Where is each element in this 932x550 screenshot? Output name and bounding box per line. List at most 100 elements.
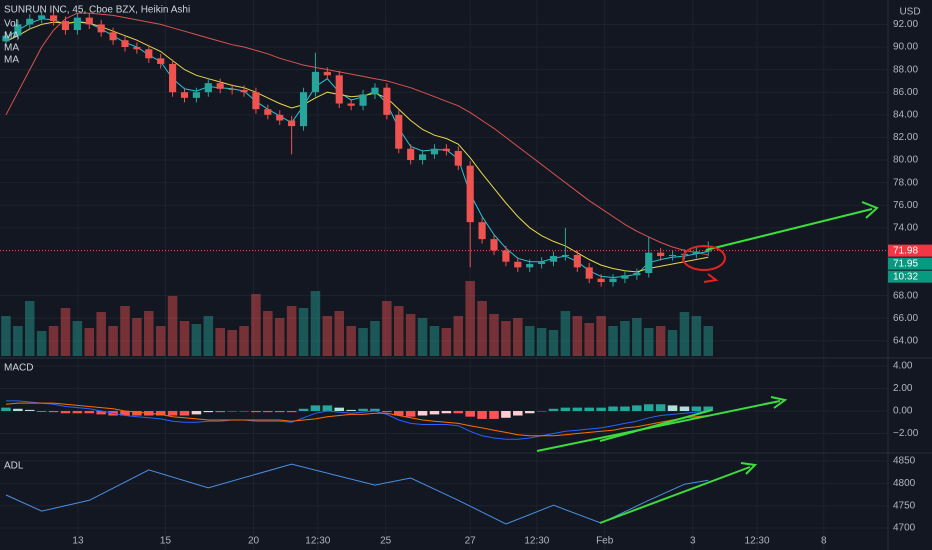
candle-body	[645, 252, 653, 274]
candle-body	[347, 103, 355, 106]
candle-body	[38, 15, 46, 19]
indicator-label: MA	[4, 31, 19, 42]
histogram-bar	[96, 411, 106, 415]
volume-bar	[13, 326, 23, 356]
histogram-bar	[370, 408, 380, 412]
candle-body	[502, 250, 510, 262]
price-tag-label: 71.95	[893, 258, 918, 269]
histogram-bar	[334, 407, 345, 412]
histogram-bar	[322, 405, 333, 412]
histogram-bar	[703, 406, 714, 412]
candle-body	[371, 87, 379, 95]
volume-bar	[465, 281, 475, 356]
histogram-bar	[691, 406, 702, 412]
volume-bar	[286, 306, 297, 356]
histogram-bar	[620, 406, 630, 412]
y-tick-label: 4700	[893, 523, 916, 534]
volume-bar	[108, 326, 118, 356]
candle-body	[192, 92, 200, 98]
volume-bar	[227, 330, 237, 356]
volume-bar	[584, 323, 594, 356]
histogram-bar	[24, 409, 35, 412]
x-tick-label: 8	[821, 536, 827, 547]
volume-bar	[310, 291, 321, 356]
y-tick-label: 4.00	[893, 361, 913, 372]
histogram-bar	[155, 411, 166, 416]
candle-body	[311, 71, 320, 93]
candle-body	[668, 254, 677, 257]
candle-body	[430, 148, 439, 155]
histogram-bar	[132, 411, 142, 416]
volume-bar	[429, 326, 440, 356]
volume-bar	[155, 326, 166, 356]
histogram-bar	[679, 406, 690, 412]
candle-body	[2, 35, 10, 42]
histogram-bar	[358, 408, 368, 412]
candle-body	[621, 275, 629, 279]
histogram-bar	[477, 411, 487, 419]
marks	[0, 10, 888, 525]
histogram-bar	[179, 411, 190, 416]
candle-body	[157, 58, 165, 64]
volume-bar	[120, 306, 130, 356]
candle-body	[561, 254, 569, 257]
histogram-bar	[632, 405, 642, 412]
volume-bar	[548, 330, 559, 356]
moving-average	[5, 21, 709, 273]
histogram-bar	[191, 411, 202, 415]
candle-body	[61, 21, 70, 31]
grid	[0, 0, 888, 550]
symbol-title: SUNRUN INC, 45, Cboe BZX, Heikin Ashi	[4, 5, 190, 16]
histogram-bar	[239, 411, 249, 412]
histogram-bar	[655, 404, 666, 412]
histogram-bar	[120, 411, 130, 416]
x-tick-label: 3	[690, 536, 696, 547]
countdown-label: 10:32	[893, 271, 918, 282]
candle-body	[419, 154, 427, 161]
volume-bar	[24, 301, 35, 356]
volume-bar	[263, 311, 273, 356]
candle-body	[466, 165, 474, 223]
volume-bar	[48, 326, 59, 356]
countdown-tag	[888, 270, 932, 283]
histogram-bar	[536, 411, 547, 412]
histogram-bar	[203, 411, 214, 413]
macd-line	[6, 400, 709, 440]
volume-bar	[132, 318, 142, 356]
candle-body	[264, 109, 272, 115]
histogram-bar	[263, 411, 273, 413]
candle-body	[692, 251, 700, 254]
histogram-bar	[36, 411, 47, 412]
histogram-bar	[251, 411, 261, 413]
x-tick-label: Feb	[596, 536, 614, 547]
y-tick-label: 2.00	[893, 383, 913, 394]
histogram-bar	[572, 407, 583, 412]
candle-body	[323, 71, 331, 76]
candle-body	[609, 278, 617, 283]
arrow-head	[861, 201, 879, 219]
volume-bar	[691, 316, 702, 356]
candle-body	[228, 88, 236, 90]
volume-bar	[513, 318, 523, 356]
price-tag	[888, 244, 932, 257]
pane-title: ADL	[4, 461, 24, 472]
x-tick-label: 12:30	[305, 536, 330, 547]
candle-body	[276, 114, 284, 121]
volume-bar	[298, 308, 309, 356]
volume-bar	[60, 308, 71, 356]
x-tick-label: 27	[465, 536, 477, 547]
adl-line	[5, 463, 709, 525]
volume-bar	[358, 328, 368, 356]
candle-body	[26, 18, 34, 25]
candle-body	[73, 17, 81, 31]
volume-bar	[501, 321, 511, 356]
price-tag-label: 71.98	[893, 245, 918, 256]
volume-bar	[679, 312, 690, 356]
candle-body	[145, 49, 153, 59]
histogram-bar	[227, 411, 237, 412]
volume-bar	[417, 318, 428, 356]
candle-body	[49, 15, 58, 22]
candle-body	[180, 92, 189, 98]
